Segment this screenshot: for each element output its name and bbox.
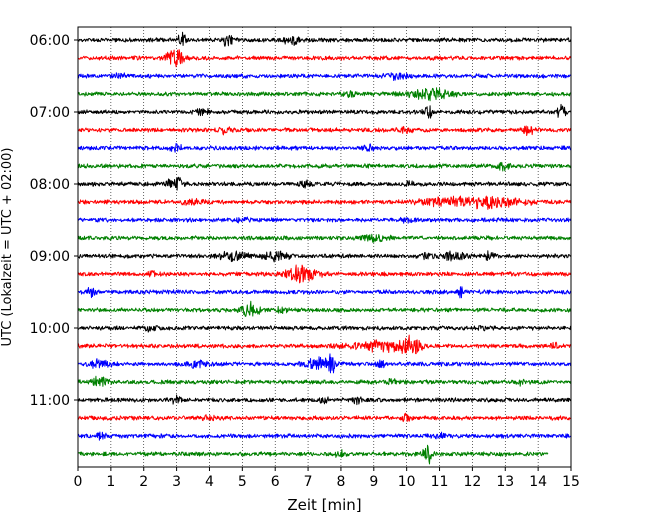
trace-1045 bbox=[77, 375, 572, 387]
y-tick-label: 10:00 bbox=[30, 321, 70, 337]
x-tick-label: 12 bbox=[463, 474, 481, 490]
x-tick-label: 14 bbox=[529, 474, 547, 490]
trace-1145 bbox=[77, 444, 549, 465]
y-tick-label: 07:00 bbox=[30, 105, 70, 121]
x-tick-label: 5 bbox=[238, 474, 247, 490]
x-tick-label: 15 bbox=[562, 474, 580, 490]
trace-group bbox=[77, 31, 572, 465]
trace-0900 bbox=[77, 250, 572, 263]
x-tick-label: 13 bbox=[496, 474, 514, 490]
trace-1015 bbox=[77, 334, 572, 355]
trace-1115 bbox=[77, 412, 572, 423]
x-tick-label: 7 bbox=[304, 474, 313, 490]
trace-0815 bbox=[77, 195, 572, 210]
y-axis-title: UTC (Lokalzeit = UTC + 02:00) bbox=[0, 148, 15, 347]
y-tick-label: 11:00 bbox=[30, 393, 70, 409]
plot-frame bbox=[77, 26, 572, 468]
trace-0645 bbox=[77, 87, 572, 102]
x-tick-label: 8 bbox=[336, 474, 345, 490]
trace-1130 bbox=[77, 431, 572, 441]
trace-0945 bbox=[77, 300, 572, 317]
trace-0700 bbox=[77, 103, 572, 119]
trace-1100 bbox=[77, 394, 572, 406]
trace-0830 bbox=[77, 216, 572, 224]
x-tick-label: 9 bbox=[369, 474, 378, 490]
vertical-gridlines bbox=[110, 27, 539, 467]
y-tick-label: 06:00 bbox=[30, 33, 70, 49]
x-tick-label: 1 bbox=[106, 474, 115, 490]
trace-0600 bbox=[77, 31, 572, 47]
x-tick-label: 0 bbox=[74, 474, 83, 490]
trace-0615 bbox=[77, 49, 572, 68]
x-tick-label: 10 bbox=[398, 474, 416, 490]
trace-0845 bbox=[77, 233, 572, 243]
x-tick-label: 11 bbox=[431, 474, 449, 490]
trace-1000 bbox=[77, 325, 572, 333]
trace-0800 bbox=[77, 176, 572, 191]
trace-0630 bbox=[77, 72, 572, 82]
trace-0715 bbox=[77, 125, 572, 137]
trace-0730 bbox=[77, 142, 572, 153]
x-tick-label: 2 bbox=[139, 474, 148, 490]
x-tick-label: 3 bbox=[172, 474, 181, 490]
y-axis-ticks: 06:00 07:00 08:00 09:00 10:00 11:00 bbox=[30, 33, 78, 409]
trace-0915 bbox=[77, 264, 572, 284]
y-tick-label: 09:00 bbox=[30, 249, 70, 265]
y-tick-label: 08:00 bbox=[30, 177, 70, 193]
x-axis-ticks: 0 1 2 3 4 5 6 7 8 9 10 11 12 13 14 15 bbox=[74, 467, 580, 490]
trace-0745 bbox=[77, 161, 572, 172]
x-tick-label: 6 bbox=[271, 474, 280, 490]
x-axis-title: Zeit [min] bbox=[287, 496, 361, 514]
x-tick-label: 4 bbox=[205, 474, 214, 490]
trace-0930 bbox=[77, 286, 572, 299]
trace-1030 bbox=[77, 353, 572, 374]
